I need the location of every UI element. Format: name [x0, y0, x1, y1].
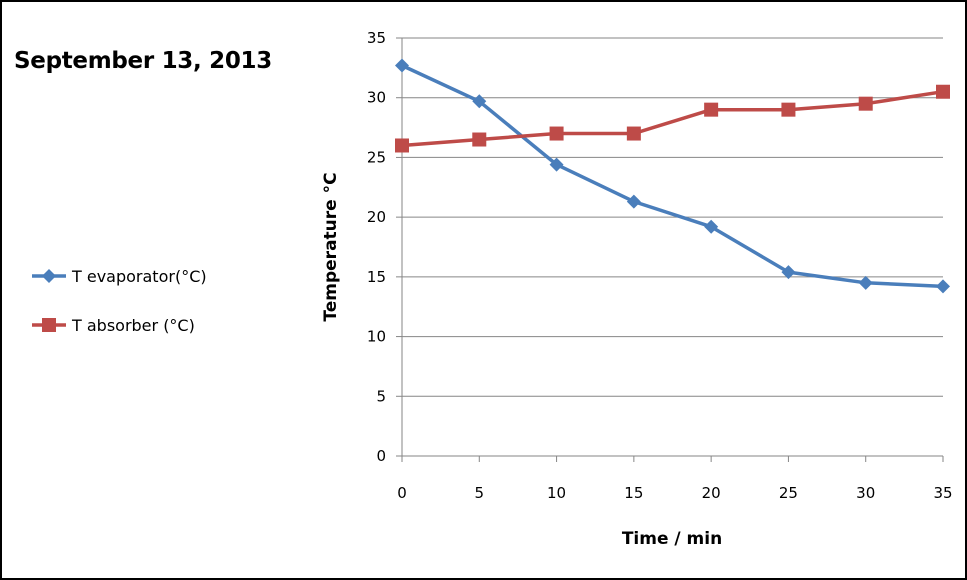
x-tick-label: 15 [624, 484, 643, 502]
data-point-evaporator [549, 157, 564, 172]
series-lines [400, 63, 945, 289]
axes [396, 37, 944, 462]
data-point-evaporator [936, 279, 950, 294]
data-point-absorber [549, 126, 564, 141]
x-axis-title: Time / min [622, 529, 722, 549]
x-tick-label: 25 [779, 484, 798, 502]
data-point-evaporator [858, 275, 873, 290]
y-tick-label: 15 [367, 268, 386, 286]
legend-item-evaporator: T evaporator(°C) [30, 264, 207, 288]
data-point-absorber [936, 84, 950, 99]
data-point-evaporator [704, 219, 719, 234]
data-point-evaporator [472, 94, 487, 109]
data-point-absorber [704, 102, 719, 117]
data-point-evaporator [626, 194, 641, 209]
y-tick-label: 10 [367, 328, 386, 346]
legend-diamond-marker-icon [32, 269, 66, 283]
data-point-absorber [781, 102, 796, 117]
data-point-absorber [626, 126, 641, 141]
legend-square-marker-icon [32, 318, 66, 332]
x-tick-label: 10 [547, 484, 566, 502]
data-point-absorber [472, 132, 487, 147]
x-tick-label: 30 [856, 484, 875, 502]
series-markers [395, 58, 950, 294]
data-point-evaporator [781, 265, 796, 280]
data-point-evaporator [395, 58, 409, 73]
y-tick-label: 35 [367, 29, 386, 47]
y-tick-label: 0 [376, 447, 386, 465]
data-point-absorber [395, 138, 409, 153]
y-tick-label: 30 [367, 89, 386, 107]
legend-label-evaporator: T evaporator(°C) [72, 266, 207, 286]
y-tick-label: 20 [367, 208, 386, 226]
tick-labels: 0 5 10 15 20 25 30 35 0 5 10 15 20 25 30 35 [367, 29, 953, 502]
series-line-evaporator [400, 63, 945, 289]
legend-item-absorber: T absorber (°C) [30, 313, 195, 337]
x-tick-label: 5 [475, 484, 485, 502]
legend-label-absorber: T absorber (°C) [72, 315, 195, 335]
data-point-absorber [858, 96, 873, 111]
x-tick-label: 20 [702, 484, 721, 502]
y-tick-label: 25 [367, 148, 386, 166]
y-tick-label: 5 [376, 387, 386, 405]
chart-title: September 13, 2013 [14, 48, 272, 74]
x-tick-label: 35 [933, 484, 952, 502]
y-axis-title: Temperature °C [321, 172, 341, 321]
x-tick-label: 0 [397, 484, 407, 502]
series-line-absorber [400, 89, 945, 148]
gridlines [402, 37, 943, 397]
